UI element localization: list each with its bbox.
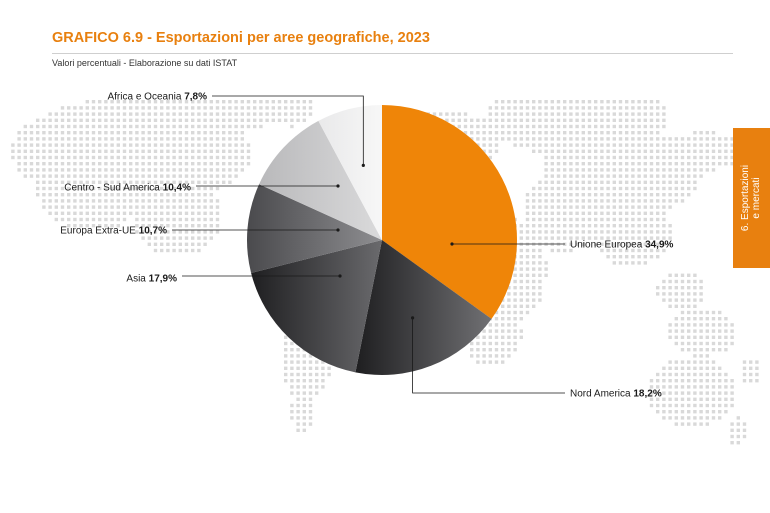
title-divider xyxy=(52,53,733,54)
pie-slice-europa-extra-ue xyxy=(247,184,382,273)
slice-label-name: Africa e Oceania xyxy=(107,92,184,103)
slice-label-name: Unione Europea xyxy=(570,240,645,251)
leader-dot-europa-extra-ue xyxy=(336,228,340,232)
slice-label-africa-e-oceania: Africa e Oceania 7,8% xyxy=(107,92,207,103)
pie-slice-nord-america xyxy=(355,240,492,375)
pie-slice-unione-europea xyxy=(382,105,517,319)
leader-dot-asia xyxy=(338,274,342,278)
leader-dot-centro-sud-america xyxy=(336,184,340,188)
slice-label-name: Asia xyxy=(126,274,148,285)
slice-label-value: 17,9% xyxy=(149,274,177,285)
slice-label-nord-america: Nord America 18,2% xyxy=(570,389,662,400)
leader-dot-africa-e-oceania xyxy=(361,163,365,167)
leader-dot-nord-america xyxy=(410,316,415,320)
leader-line-nord-america xyxy=(412,317,565,394)
slice-label-value: 34,9% xyxy=(645,240,673,251)
slice-label-unione-europea: Unione Europea 34,9% xyxy=(570,240,674,251)
pie-slice-africa-e-oceania xyxy=(318,105,382,240)
pie-slice-asia xyxy=(251,240,382,373)
leader-dot-unione-europea xyxy=(450,242,454,246)
slice-label-centro-sud-america: Centro - Sud America 10,4% xyxy=(64,183,191,194)
slice-label-name: Centro - Sud America xyxy=(64,183,162,194)
slice-label-value: 7,8% xyxy=(184,92,207,103)
slice-label-value: 10,7% xyxy=(139,226,167,237)
chart-subtitle: Valori percentuali - Elaborazione su dat… xyxy=(52,58,238,68)
slice-label-europa-extra-ue: Europa Extra-UE 10,7% xyxy=(60,226,167,237)
slice-label-value: 18,2% xyxy=(633,389,661,400)
section-tab[interactable]: 6. Esportazioni e mercati xyxy=(733,128,770,268)
section-tab-label: 6. Esportazioni e mercati xyxy=(740,164,763,232)
leader-line-africa-e-oceania xyxy=(212,95,364,166)
slice-label-asia: Asia 17,9% xyxy=(126,274,177,285)
slice-label-name: Nord America xyxy=(570,389,633,400)
chart-title: GRAFICO 6.9 - Esportazioni per aree geog… xyxy=(52,30,430,46)
slice-label-value: 10,4% xyxy=(163,183,191,194)
pie-slice-centro-sud-america xyxy=(259,120,382,240)
slice-label-name: Europa Extra-UE xyxy=(60,226,138,237)
